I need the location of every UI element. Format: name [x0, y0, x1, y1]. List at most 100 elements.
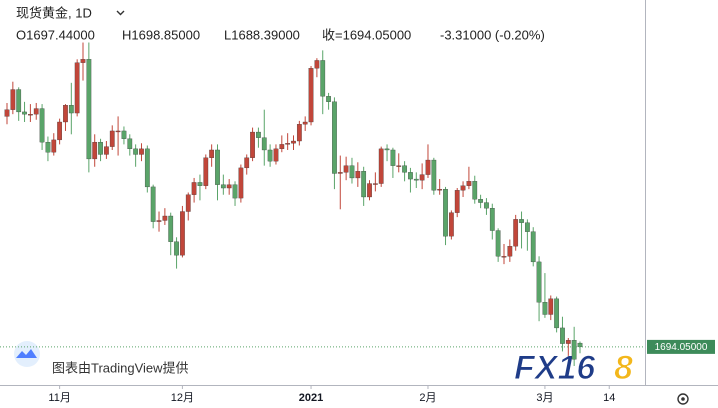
candle-body — [156, 220, 162, 222]
candle-body — [296, 124, 302, 142]
candle-body — [384, 148, 390, 151]
candle-body — [285, 143, 291, 145]
candle-body — [180, 211, 185, 256]
candle-body — [554, 298, 559, 329]
settings-icon[interactable] — [677, 393, 689, 405]
candle-body — [98, 141, 103, 155]
logo-mark — [16, 349, 37, 358]
x-tick-label: 11月 — [48, 392, 70, 404]
candle-body — [115, 130, 121, 133]
candle-body — [232, 184, 238, 199]
ohlc-close: 收=1694.05000 — [322, 27, 411, 42]
candle-body — [408, 172, 413, 180]
candle-body — [261, 137, 267, 151]
candle-body — [127, 138, 133, 150]
candle-body — [174, 241, 179, 256]
x-tick-label: 2月 — [419, 392, 436, 404]
candle-body — [390, 149, 396, 166]
gear[interactable] — [677, 393, 689, 405]
ohlc-low: L1688.39000 — [224, 27, 300, 42]
candle-body — [413, 178, 419, 181]
candle-body — [28, 114, 33, 116]
candle-body — [150, 186, 156, 222]
candle-body — [197, 182, 203, 186]
candle-body — [74, 62, 80, 114]
candle-body — [513, 219, 519, 247]
candle-body — [68, 105, 74, 114]
candle-body — [349, 165, 355, 179]
candle-body — [133, 148, 139, 155]
candle-body — [168, 215, 174, 242]
candle-body — [419, 174, 425, 181]
candle-body — [355, 171, 361, 179]
candle-body — [16, 89, 22, 113]
candle-body — [80, 59, 86, 63]
candle-body — [51, 139, 57, 153]
candle-body — [220, 184, 226, 189]
candle-body — [565, 340, 571, 344]
candle-body — [22, 111, 27, 115]
candle-body — [238, 167, 244, 199]
candle-body — [431, 159, 437, 191]
candle-body — [542, 302, 548, 315]
candle-body — [10, 89, 16, 110]
candle-body — [45, 141, 51, 153]
candle-body — [332, 101, 337, 174]
watermark: 图表由TradingView提供 — [52, 360, 189, 375]
x-tick-label: 3月 — [536, 392, 553, 404]
candle-body — [144, 148, 150, 188]
candle-body — [267, 149, 273, 162]
candle-body — [472, 181, 478, 200]
candle-body — [63, 105, 68, 123]
candle-body — [361, 171, 367, 198]
candle-body — [495, 230, 501, 257]
candle-body — [39, 108, 45, 143]
candle-body — [548, 298, 554, 315]
logo-text: FX16 — [514, 349, 596, 387]
candle-body — [92, 141, 98, 160]
candle-body — [215, 149, 220, 185]
candle-body — [402, 165, 407, 173]
candle-body — [279, 144, 285, 150]
fx168-logo: FX16 8 — [514, 348, 634, 387]
symbol-title: 现货黄金, 1D — [16, 5, 92, 20]
candle-body — [454, 190, 460, 213]
logo-text-accent: 8 — [614, 349, 633, 387]
candle-body — [484, 202, 489, 209]
x-tick-label: 12月 — [171, 392, 194, 404]
candles — [4, 42, 583, 366]
candle-body — [185, 194, 191, 212]
candle-body — [525, 222, 530, 232]
candle-body — [372, 183, 378, 185]
candle-body — [343, 165, 349, 173]
candle-body — [448, 212, 454, 237]
candle-body — [33, 108, 39, 115]
x-tick-label: 2021 — [299, 392, 323, 404]
candle-body — [501, 256, 507, 258]
candle-body — [367, 183, 372, 198]
candle-body — [209, 149, 215, 158]
tradingview-logo — [14, 341, 40, 367]
candle-body — [109, 130, 115, 147]
chevron-icon[interactable] — [116, 10, 125, 16]
candle-body — [489, 208, 495, 231]
candle-body — [308, 68, 314, 123]
candle-body — [577, 342, 583, 348]
x-tick-label: 14 — [603, 392, 615, 404]
ohlc-open: O1697.44000 — [16, 27, 95, 42]
candle-body — [478, 199, 483, 203]
gear-center[interactable] — [681, 397, 685, 401]
candle-body — [378, 148, 384, 184]
candle-body — [162, 215, 168, 221]
candle-body — [571, 340, 577, 360]
ohlc-high: H1698.85000 — [122, 27, 200, 42]
ohlc-change: -3.31000 (-0.20%) — [440, 27, 545, 42]
candle-body — [337, 172, 343, 174]
candle-body — [425, 159, 431, 175]
candle-body — [530, 231, 536, 263]
candle-body — [396, 165, 402, 167]
candle-body — [226, 184, 232, 189]
candle-body — [244, 157, 250, 169]
